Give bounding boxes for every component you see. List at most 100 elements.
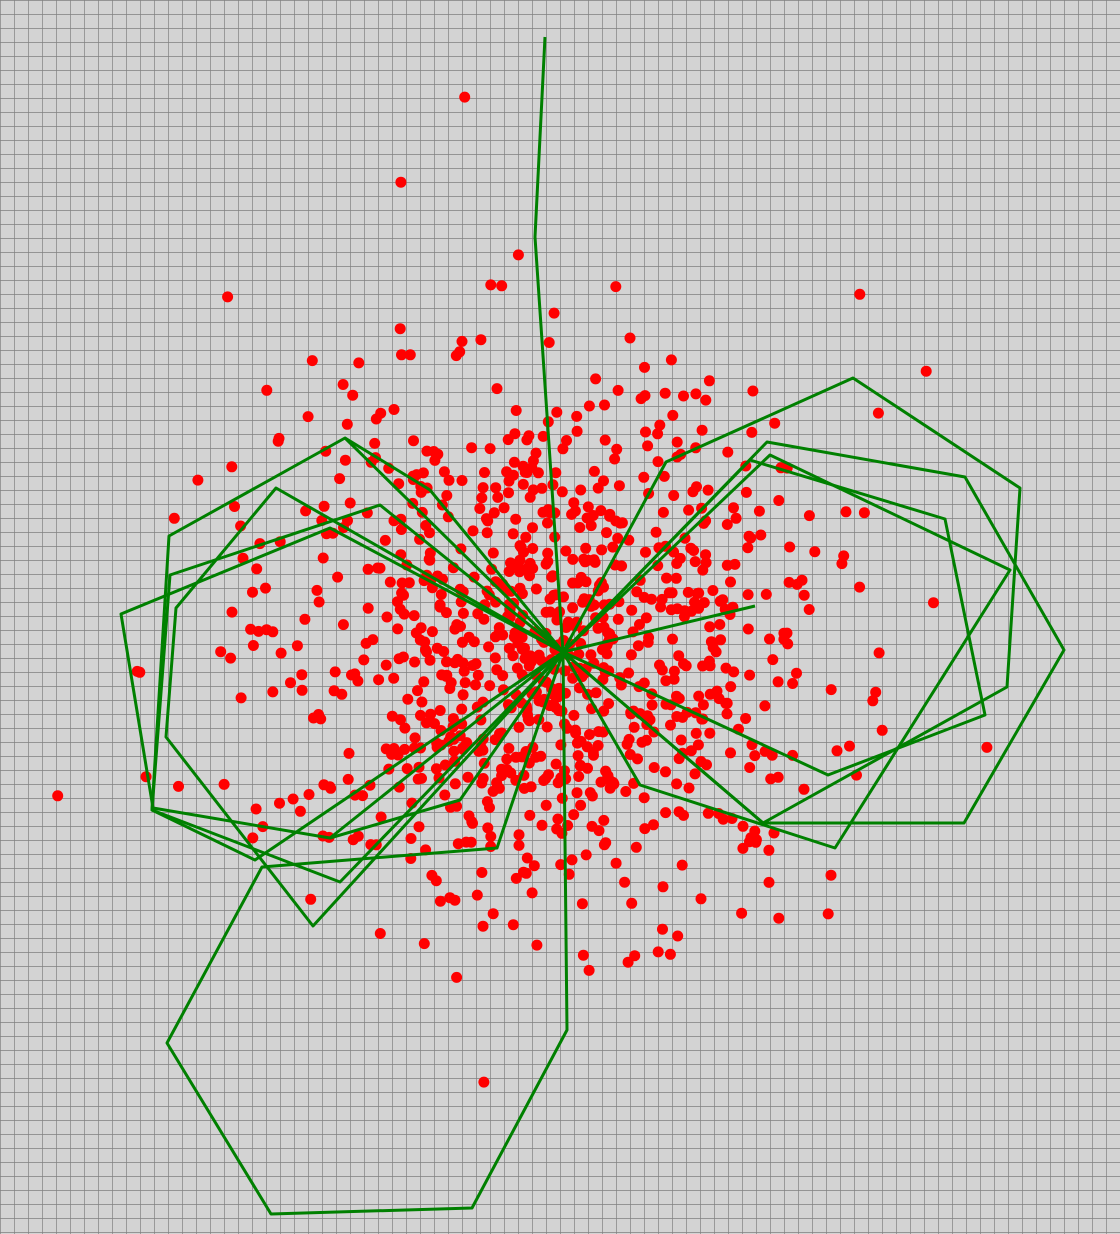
dot xyxy=(373,674,385,686)
dot xyxy=(695,893,707,905)
dot xyxy=(803,604,815,615)
dot xyxy=(705,636,717,648)
dot xyxy=(509,428,521,440)
dot xyxy=(612,384,624,396)
dot xyxy=(408,610,420,622)
dot xyxy=(585,649,597,661)
dot xyxy=(542,556,554,567)
dot xyxy=(440,670,452,682)
dot xyxy=(749,750,761,762)
dot xyxy=(822,908,834,920)
left-shape-2 xyxy=(164,486,565,928)
dot xyxy=(492,491,504,503)
dot xyxy=(456,335,468,347)
dot xyxy=(517,460,529,472)
dot xyxy=(235,692,247,704)
dot xyxy=(671,711,683,722)
right-shape-3 xyxy=(561,458,987,777)
dot xyxy=(405,833,417,844)
dot xyxy=(471,701,483,713)
dot xyxy=(431,642,443,654)
dot xyxy=(505,767,517,779)
dot xyxy=(430,763,442,775)
dot xyxy=(488,507,500,519)
dot xyxy=(466,442,478,454)
dot xyxy=(52,790,64,802)
dot xyxy=(489,652,501,664)
dot xyxy=(247,586,258,598)
dot xyxy=(628,721,640,733)
dot xyxy=(510,872,522,884)
dot xyxy=(527,522,538,534)
dot xyxy=(476,867,488,878)
dot xyxy=(840,506,852,518)
dot xyxy=(736,907,748,919)
dot xyxy=(535,750,547,762)
dot xyxy=(444,892,456,904)
dot xyxy=(796,574,808,586)
dot xyxy=(737,842,749,854)
dot xyxy=(397,651,409,663)
dot xyxy=(623,733,635,745)
dot xyxy=(514,566,526,578)
dot xyxy=(569,724,581,736)
dot xyxy=(920,365,932,377)
dot xyxy=(648,819,659,831)
dot xyxy=(447,713,459,725)
dot xyxy=(513,839,525,851)
dot xyxy=(638,792,650,804)
dot xyxy=(522,709,534,721)
dot xyxy=(668,490,680,501)
dot xyxy=(448,745,460,757)
dot xyxy=(306,355,318,367)
dot xyxy=(482,515,494,527)
dot xyxy=(575,799,587,811)
dot xyxy=(579,667,591,679)
dot xyxy=(421,445,433,457)
dot xyxy=(587,746,599,758)
dot xyxy=(455,543,467,555)
dot xyxy=(685,745,697,757)
right-shape-4 xyxy=(561,453,1012,850)
dot xyxy=(703,655,715,667)
dot xyxy=(540,799,552,811)
dot xyxy=(659,387,671,399)
dot xyxy=(296,669,308,681)
dot xyxy=(683,504,695,516)
dot xyxy=(395,513,407,525)
dot xyxy=(226,461,238,473)
dot xyxy=(632,640,644,652)
dot xyxy=(682,586,694,598)
dot xyxy=(710,646,722,658)
dot xyxy=(625,707,637,718)
dot xyxy=(688,545,700,556)
dot xyxy=(747,385,759,397)
dot xyxy=(375,811,387,823)
dot xyxy=(678,658,689,670)
dot xyxy=(526,462,538,473)
dot xyxy=(396,577,408,589)
dot xyxy=(588,465,600,477)
dot xyxy=(485,841,497,852)
dot xyxy=(573,771,585,782)
dot xyxy=(571,425,583,437)
dot xyxy=(455,620,466,632)
dot xyxy=(666,587,678,599)
dot xyxy=(566,508,578,520)
dot xyxy=(334,473,346,485)
spike xyxy=(533,36,565,653)
dot xyxy=(536,482,548,494)
dot xyxy=(426,869,438,881)
dot xyxy=(443,474,455,486)
dot xyxy=(528,860,540,872)
dot xyxy=(261,384,273,396)
dot xyxy=(229,501,240,512)
dot-cloud xyxy=(52,91,993,1088)
dot xyxy=(384,576,396,588)
dot xyxy=(773,495,785,506)
dot xyxy=(503,742,515,754)
dot xyxy=(876,724,888,736)
dot xyxy=(763,844,775,856)
dot xyxy=(702,807,714,819)
dot xyxy=(667,633,678,645)
